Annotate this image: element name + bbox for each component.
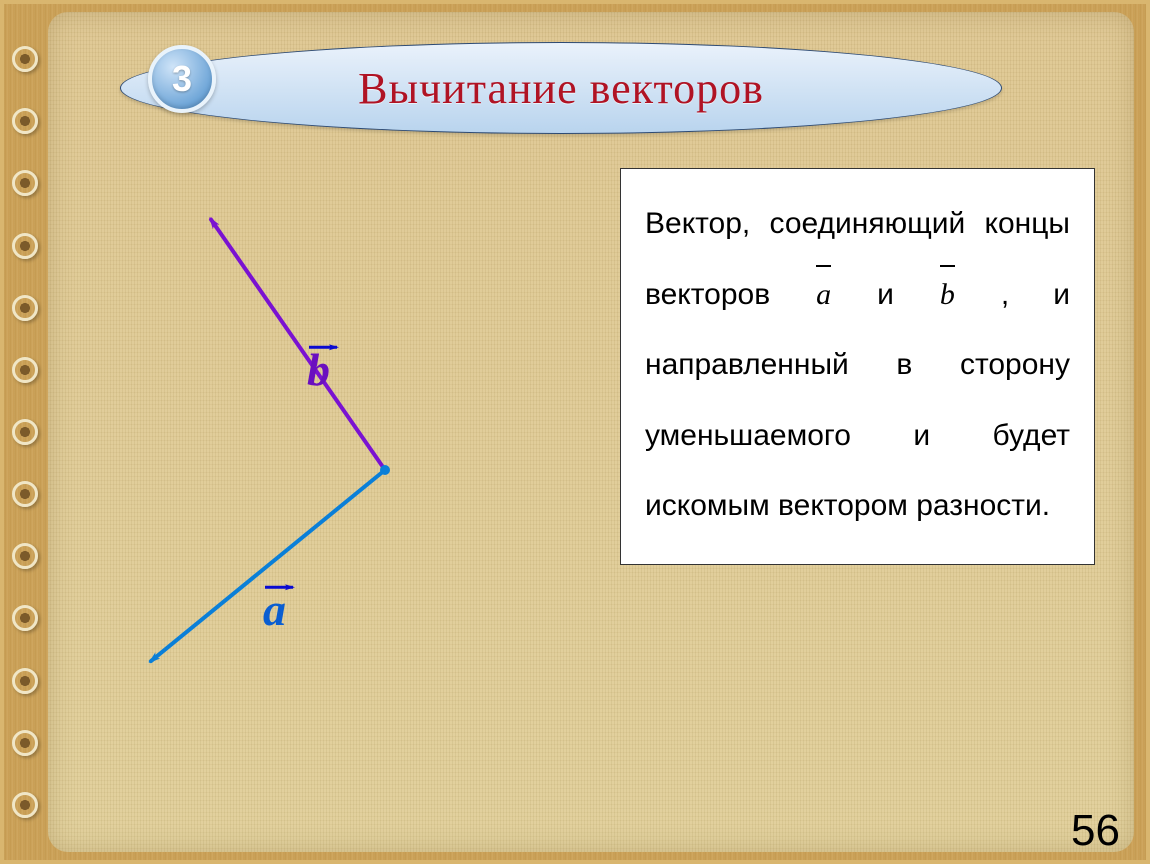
- section-number-badge: 3: [148, 45, 216, 113]
- binder-ring-icon: [12, 543, 38, 569]
- binder-ring-icon: [12, 481, 38, 507]
- binder-ring-icon: [12, 605, 38, 631]
- ring-binder: [8, 0, 42, 864]
- slide-root: Вычитание векторов 3 ba Вектор, соединяю…: [0, 0, 1150, 864]
- vector-label-b: b: [307, 344, 337, 395]
- binder-ring-icon: [12, 792, 38, 818]
- vector-b: [211, 219, 385, 470]
- title-banner: Вычитание векторов: [120, 42, 1002, 134]
- svg-text:a: a: [263, 584, 286, 635]
- symbol-b: b: [938, 260, 957, 331]
- binder-ring-icon: [12, 730, 38, 756]
- page-number: 56: [1071, 806, 1120, 856]
- definition-textbox: Вектор, соединяющий концы векторов a и b…: [620, 168, 1095, 565]
- vector-label-a: a: [263, 584, 293, 635]
- vector-diagram: ba: [55, 160, 575, 720]
- section-number: 3: [172, 58, 192, 100]
- svg-text:b: b: [307, 344, 330, 395]
- binder-ring-icon: [12, 46, 38, 72]
- slide-title: Вычитание векторов: [358, 63, 764, 114]
- binder-ring-icon: [12, 108, 38, 134]
- binder-ring-icon: [12, 419, 38, 445]
- symbol-a: a: [814, 260, 833, 331]
- origin-point: [380, 465, 390, 475]
- binder-ring-icon: [12, 295, 38, 321]
- binder-ring-icon: [12, 170, 38, 196]
- binder-ring-icon: [12, 233, 38, 259]
- binder-ring-icon: [12, 668, 38, 694]
- binder-ring-icon: [12, 357, 38, 383]
